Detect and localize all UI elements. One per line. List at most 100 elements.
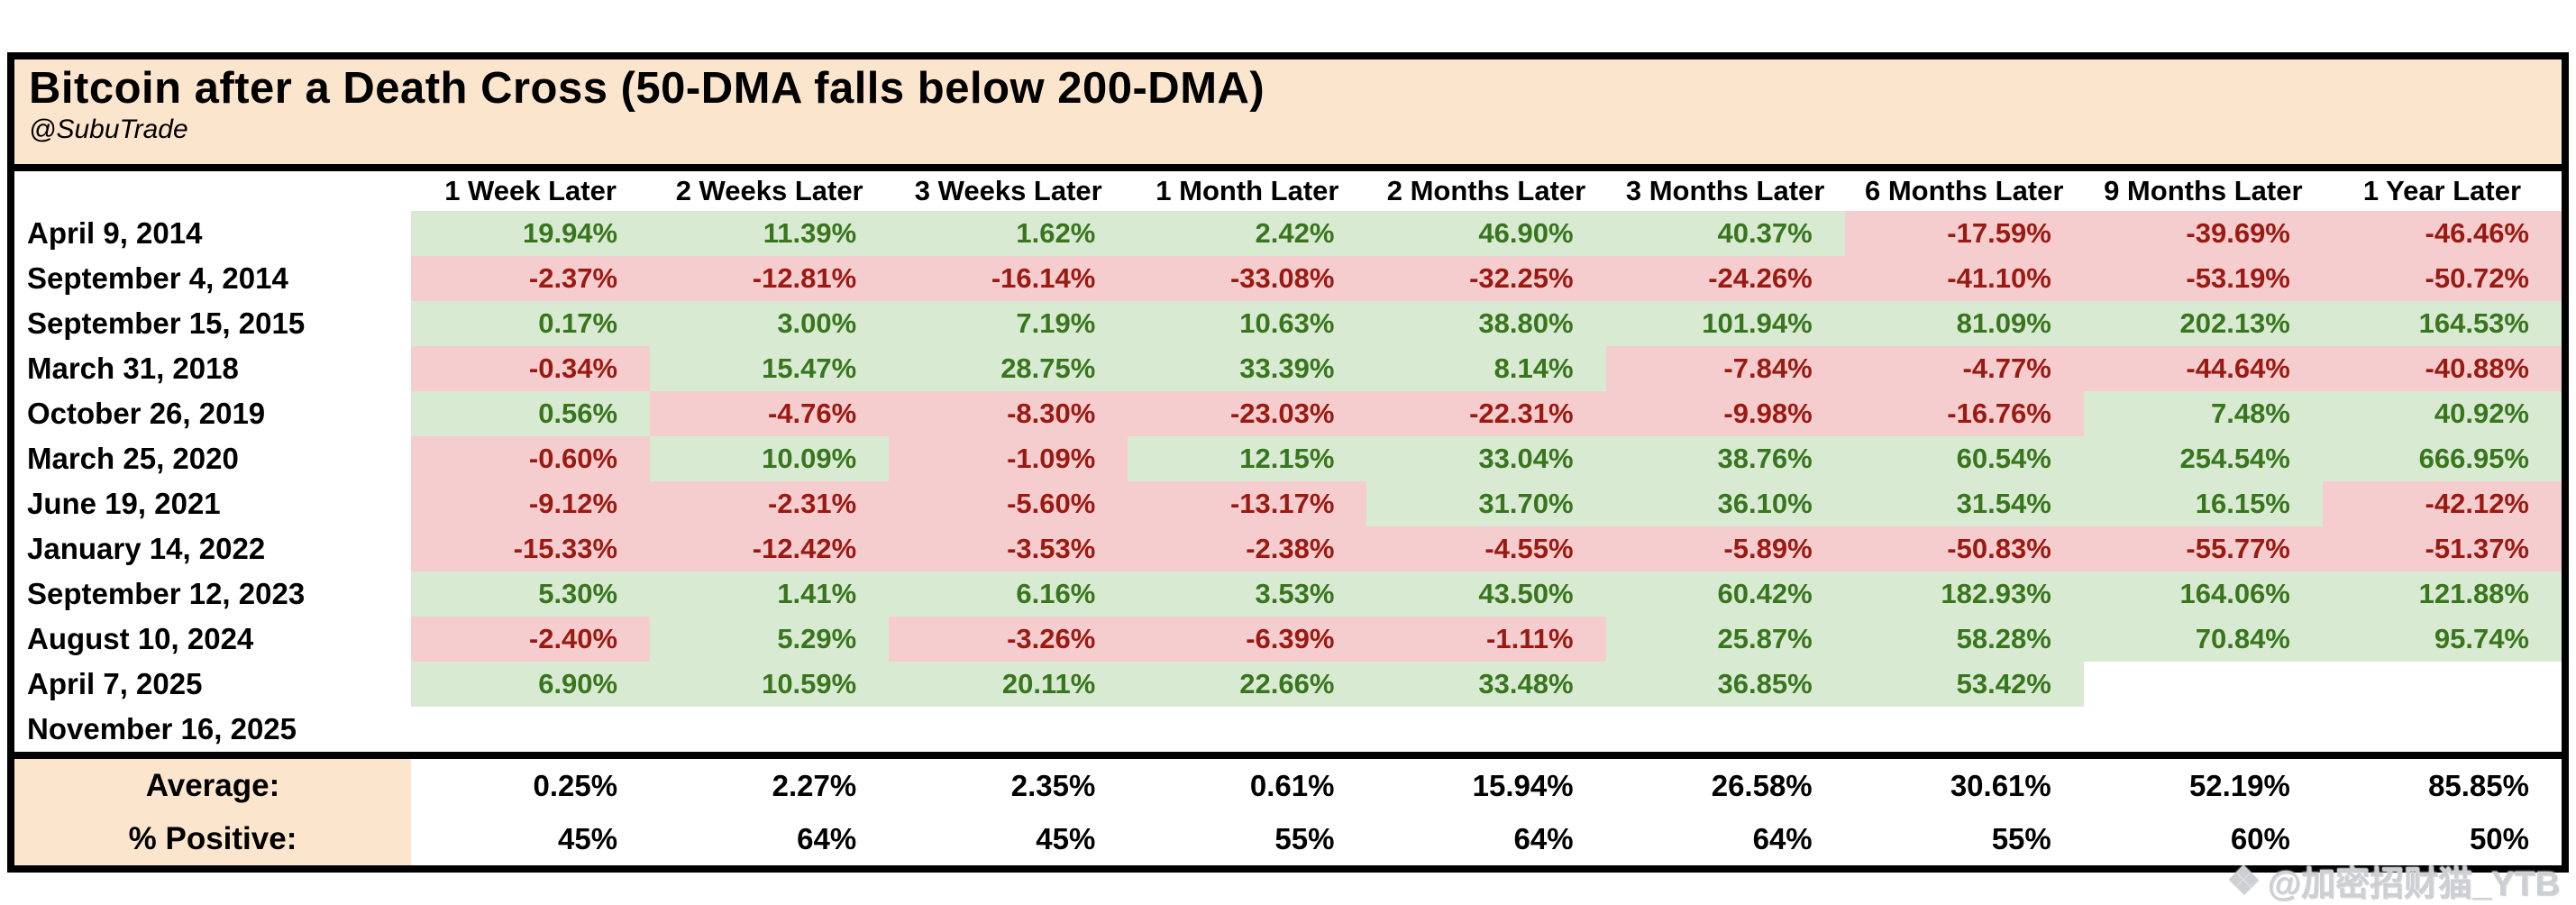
value-cell: -1.11% bbox=[1366, 617, 1606, 662]
percent-positive-value-cell: 50% bbox=[2469, 821, 2529, 855]
table-body: April 9, 2014 19.94% 11.39% 1.62% 2.42% 46.90… bbox=[14, 211, 2562, 752]
value-cell: 40.37% bbox=[1605, 211, 1845, 256]
average-value-cell: 0.61% bbox=[1249, 768, 1335, 802]
value-cell: 1.62% bbox=[889, 211, 1128, 256]
value-cell: 53.42% bbox=[1844, 662, 2084, 707]
value-cell: -51.37% bbox=[2322, 526, 2562, 571]
column-header-2-weeks: 2 Weeks Later bbox=[675, 175, 863, 206]
column-header-3-months: 3 Months Later bbox=[1625, 175, 1825, 206]
average-value-cell: 85.85% bbox=[2428, 768, 2529, 802]
value-cell: -15.33% bbox=[411, 526, 651, 571]
average-value-cell: 15.94% bbox=[1472, 768, 1574, 802]
value-cell: -7.84% bbox=[1605, 346, 1845, 391]
average-value-cell: 52.19% bbox=[2188, 768, 2290, 802]
value-cell: 60.54% bbox=[1844, 436, 2084, 481]
value-cell: 1.41% bbox=[650, 571, 890, 617]
value-cell: 95.74% bbox=[2322, 617, 2562, 662]
value-cell: -0.34% bbox=[411, 346, 651, 391]
value-cell: 16.15% bbox=[2083, 481, 2323, 526]
value-cell: -39.69% bbox=[2083, 211, 2323, 256]
value-cell: 58.28% bbox=[1844, 617, 2084, 662]
average-value-cell: 2.27% bbox=[772, 768, 857, 802]
value-cell: -2.31% bbox=[650, 481, 890, 526]
value-cell bbox=[1844, 707, 2084, 752]
value-cell: -4.55% bbox=[1366, 526, 1606, 571]
value-cell: 28.75% bbox=[889, 346, 1128, 391]
date-cell: April 7, 2025 bbox=[27, 667, 203, 700]
column-header-3-weeks: 3 Weeks Later bbox=[914, 175, 1102, 206]
value-cell: 164.06% bbox=[2083, 571, 2323, 617]
percent-positive-value-cell: 64% bbox=[797, 821, 857, 855]
table-row: October 26, 2019 0.56% -4.76% -8.30% -23.03%… bbox=[14, 391, 2562, 436]
value-cell: -50.72% bbox=[2322, 256, 2562, 301]
value-cell bbox=[889, 707, 1128, 752]
value-cell: -2.37% bbox=[411, 256, 651, 301]
percent-positive-value-cell: 45% bbox=[1036, 821, 1096, 855]
value-cell: -6.39% bbox=[1128, 617, 1367, 662]
value-cell bbox=[1366, 707, 1606, 752]
percent-positive-label: % Positive: bbox=[14, 812, 411, 865]
average-value-cell: 0.25% bbox=[533, 768, 618, 802]
value-cell: 38.76% bbox=[1605, 436, 1845, 481]
date-cell: April 9, 2014 bbox=[27, 216, 203, 250]
value-cell: 202.13% bbox=[2083, 301, 2323, 346]
percent-positive-value-cell: 55% bbox=[1991, 821, 2051, 855]
table-row: September 4, 2014 -2.37% -12.81% -16.14% -33… bbox=[14, 256, 2562, 301]
value-cell: -23.03% bbox=[1128, 391, 1367, 436]
table-row: January 14, 2022 -15.33% -12.42% -3.53% -2.3… bbox=[14, 526, 2562, 571]
value-cell: -2.38% bbox=[1128, 526, 1367, 571]
value-cell: -24.26% bbox=[1605, 256, 1845, 301]
column-header-6-months: 6 Months Later bbox=[1864, 175, 2064, 206]
value-cell bbox=[411, 707, 651, 752]
value-cell bbox=[2322, 707, 2562, 752]
value-cell: -0.60% bbox=[411, 436, 651, 481]
value-cell: -53.19% bbox=[2083, 256, 2323, 301]
value-cell: -1.09% bbox=[889, 436, 1128, 481]
value-cell: 33.04% bbox=[1366, 436, 1606, 481]
value-cell: 5.30% bbox=[411, 571, 651, 617]
table-row: March 31, 2018 -0.34% 15.47% 28.75% 33.39% 8.… bbox=[14, 346, 2562, 391]
value-cell bbox=[1605, 707, 1845, 752]
date-cell: September 15, 2015 bbox=[27, 306, 306, 340]
value-cell: 36.85% bbox=[1605, 662, 1845, 707]
value-cell: 19.94% bbox=[411, 211, 651, 256]
average-row: Average: 0.25% 2.27% 2.35% 0.61% 15.94% 26.58… bbox=[14, 759, 2562, 812]
corner-cell bbox=[14, 171, 411, 211]
value-cell: -33.08% bbox=[1128, 256, 1367, 301]
table-row: August 10, 2024 -2.40% 5.29% -3.26% -6.39% -1… bbox=[14, 617, 2562, 662]
value-cell: -41.10% bbox=[1844, 256, 2084, 301]
value-cell: 31.70% bbox=[1366, 481, 1606, 526]
value-cell: 164.53% bbox=[2322, 301, 2562, 346]
value-cell bbox=[1128, 707, 1367, 752]
date-cell: March 31, 2018 bbox=[27, 352, 239, 385]
value-cell: -13.17% bbox=[1128, 481, 1367, 526]
table-row: March 25, 2020 -0.60% 10.09% -1.09% 12.15% 33… bbox=[14, 436, 2562, 481]
column-header-1-year: 1 Year Later bbox=[2362, 175, 2522, 206]
table-row: April 7, 2025 6.90% 10.59% 20.11% 22.66% 33.4… bbox=[14, 662, 2562, 707]
value-cell: 33.39% bbox=[1128, 346, 1367, 391]
value-cell: 38.80% bbox=[1366, 301, 1606, 346]
value-cell: -16.76% bbox=[1844, 391, 2084, 436]
date-cell: September 4, 2014 bbox=[27, 261, 288, 295]
value-cell: -55.77% bbox=[2083, 526, 2323, 571]
value-cell: -5.89% bbox=[1605, 526, 1845, 571]
value-cell: 2.42% bbox=[1128, 211, 1367, 256]
value-cell: 70.84% bbox=[2083, 617, 2323, 662]
watermark-text: @加密招财猫_YTB bbox=[2267, 865, 2560, 903]
value-cell: 0.56% bbox=[411, 391, 651, 436]
watermark: ❖ @加密招财猫_YTB bbox=[2226, 855, 2560, 905]
column-header-2-months: 2 Months Later bbox=[1386, 175, 1586, 206]
table-row: September 15, 2015 0.17% 3.00% 7.19% 10.63% 3… bbox=[14, 301, 2562, 346]
value-cell: 40.92% bbox=[2322, 391, 2562, 436]
value-cell: 3.53% bbox=[1128, 571, 1367, 617]
date-cell: November 16, 2025 bbox=[27, 712, 297, 745]
value-cell: -5.60% bbox=[889, 481, 1128, 526]
value-cell: -2.40% bbox=[411, 617, 651, 662]
value-cell: 6.16% bbox=[889, 571, 1128, 617]
value-cell: 101.94% bbox=[1605, 301, 1845, 346]
value-cell: 31.54% bbox=[1844, 481, 2084, 526]
percent-positive-value-cell: 64% bbox=[1513, 821, 1574, 855]
percent-positive-value-cell: 60% bbox=[2230, 821, 2290, 855]
value-cell: 10.63% bbox=[1128, 301, 1367, 346]
value-cell: 11.39% bbox=[650, 211, 890, 256]
